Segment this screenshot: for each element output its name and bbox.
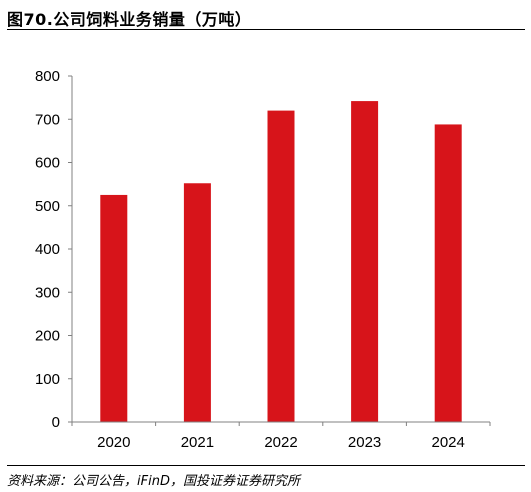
y-tick-label: 100: [35, 371, 60, 388]
x-tick-label: 2021: [181, 434, 214, 451]
bar-2023: [351, 101, 379, 423]
y-tick-label: 800: [35, 68, 60, 85]
x-tick-label: 2020: [97, 434, 130, 451]
y-tick-label: 700: [35, 111, 60, 128]
source-note: 资料来源：公司公告，iFinD，国投证券证券研究所: [7, 474, 300, 489]
bar-2021: [183, 183, 211, 422]
bar-series: [100, 101, 462, 423]
y-tick-label: 400: [35, 241, 60, 258]
bar-2024: [434, 124, 462, 422]
x-tick-label: 2023: [348, 434, 381, 451]
x-tick-label: 2024: [432, 434, 465, 451]
y-tick-label: 200: [35, 328, 60, 345]
y-tick-label: 600: [35, 155, 60, 172]
title-rule: [7, 29, 525, 30]
x-tick-label: 2022: [264, 434, 297, 451]
y-tick-label: 500: [35, 198, 60, 215]
bar-2020: [100, 194, 128, 422]
source-rule: [7, 465, 525, 466]
y-tick-label: 0: [52, 414, 60, 431]
y-tick-label: 300: [35, 284, 60, 301]
y-axis: 0 100 200 300 400 500 600 700 800: [35, 68, 73, 431]
figure-title: 图70.公司饲料业务销量（万吨）: [7, 10, 252, 29]
x-axis: 2020 2021 2022 2023 2024: [71, 421, 491, 451]
bar-2022: [267, 110, 295, 422]
